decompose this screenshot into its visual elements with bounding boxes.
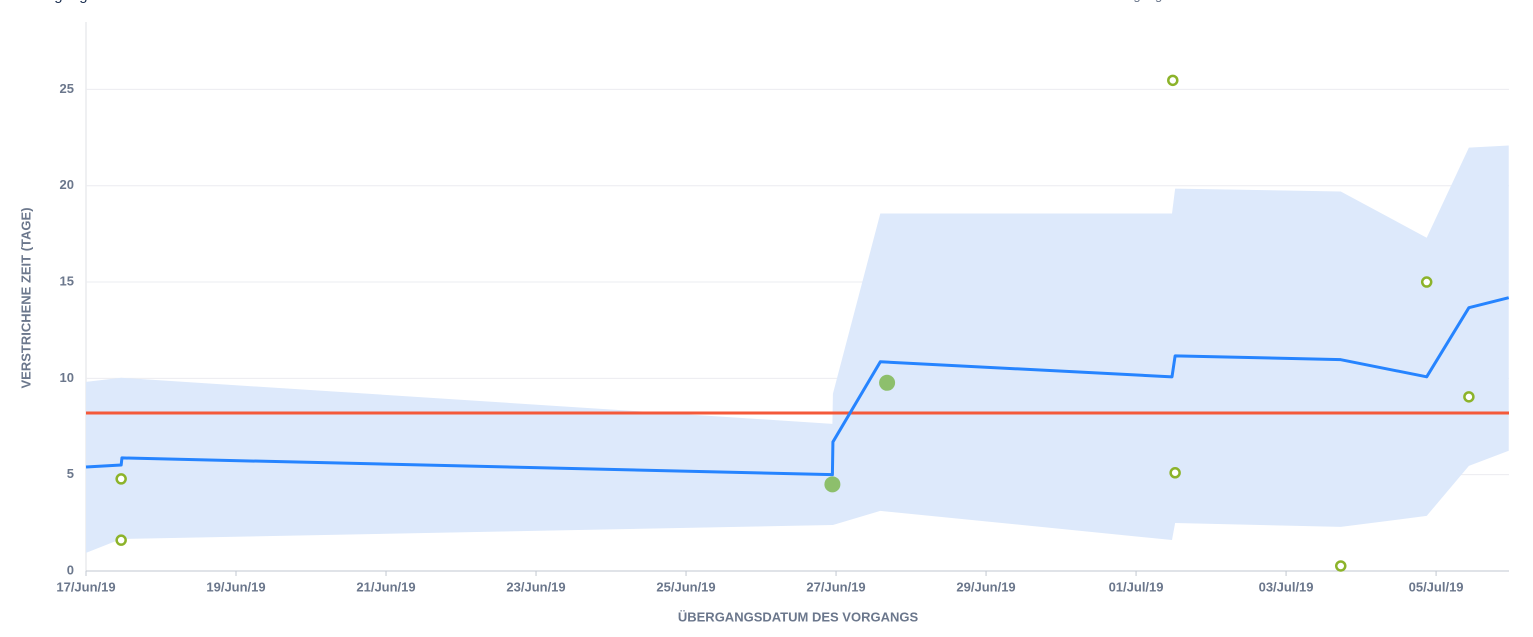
issue-point (824, 476, 841, 493)
x-tick-label: 19/Jun/19 (206, 579, 265, 594)
deviation-band (86, 145, 1509, 553)
issue-point (879, 374, 896, 391)
x-tick-label: 05/Jul/19 (1409, 579, 1464, 594)
x-tick-label: 17/Jun/19 (56, 579, 115, 594)
y-tick-label: 0 (67, 562, 74, 577)
y-axis-label: VERSTRICHENE ZEIT (TAGE) (18, 207, 33, 388)
issue-point (1169, 467, 1181, 479)
x-tick-label: 01/Jul/19 (1109, 579, 1164, 594)
x-tick-label: 03/Jul/19 (1259, 579, 1314, 594)
issue-point (1463, 391, 1475, 403)
x-tick-label: 27/Jun/19 (806, 579, 865, 594)
issue-point (115, 534, 127, 546)
y-tick-label: 20 (60, 177, 74, 192)
y-tick-label: 15 (60, 273, 74, 288)
y-tick-label: 10 (60, 370, 74, 385)
rolling-average (85, 296, 1510, 477)
x-tick-label: 29/Jun/19 (956, 579, 1015, 594)
x-tick-label: 21/Jun/19 (356, 579, 415, 594)
issue-count: 11 Vorgänge (12, 0, 96, 4)
x-axis-label: ÜBERGANGSDATUM DES VORGANGS (678, 609, 919, 624)
window-count: 9 Vorgangsfenster (1103, 0, 1209, 2)
issue-point (1167, 74, 1179, 87)
x-tick-label: 23/Jun/19 (506, 579, 565, 594)
issue-point (1420, 276, 1433, 288)
issue-point (115, 473, 127, 485)
y-tick-label: 5 (67, 466, 74, 481)
y-tick-label: 25 (60, 81, 74, 96)
issue-point (1335, 560, 1347, 572)
x-tick-label: 25/Jun/19 (656, 579, 715, 594)
